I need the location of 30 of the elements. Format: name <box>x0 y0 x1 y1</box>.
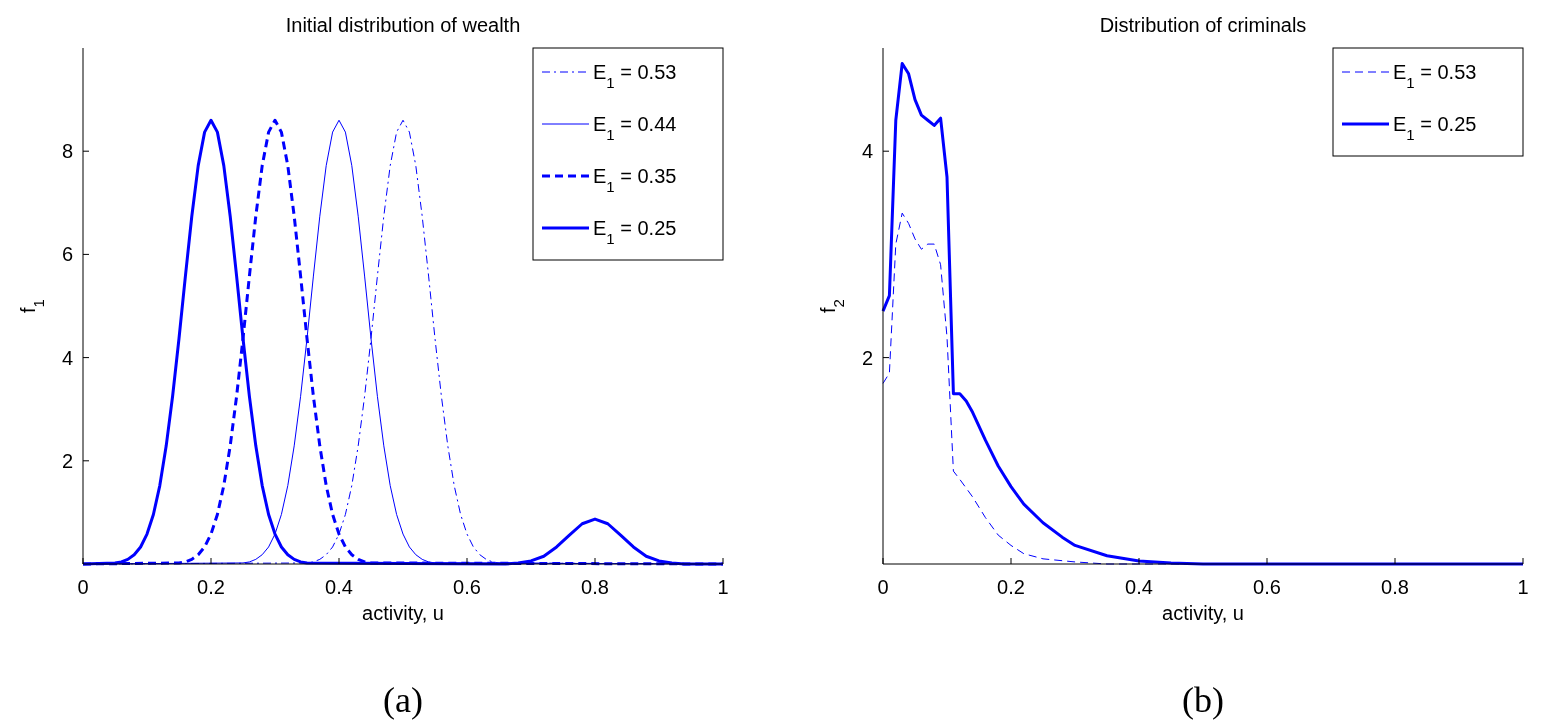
x-tick-label: 0.6 <box>453 576 481 598</box>
x-tick-label: 0.6 <box>1253 576 1281 598</box>
y-tick-label: 2 <box>861 346 873 369</box>
x-tick-label: 0.2 <box>997 576 1025 598</box>
x-tick-label: 1 <box>717 576 729 598</box>
x-axis-title: activity, u <box>362 602 444 624</box>
x-axis-title: activity, u <box>1162 602 1244 624</box>
y-tick-label: 4 <box>61 346 73 369</box>
y-tick-label: 6 <box>61 243 73 266</box>
x-tick-label: 1 <box>1517 576 1529 598</box>
chart-title: Distribution of criminals <box>1099 14 1307 36</box>
x-tick-label: 0.4 <box>1125 576 1153 598</box>
text: (b) <box>1182 680 1224 720</box>
legend-label: E$_{1}$ = 0.53 <box>1393 61 1477 91</box>
legend-label: E$_{1}$ = 0.25 <box>1393 113 1477 143</box>
x-tick-label: 0 <box>77 576 89 598</box>
text: (a) <box>383 680 423 720</box>
x-tick-label: 0.8 <box>1381 576 1409 598</box>
x-tick-label: 0 <box>877 576 889 598</box>
legend-label: E$_{1}$ = 0.25 <box>593 217 677 247</box>
x-tick-label: 0.4 <box>325 576 353 598</box>
chart-title: Initial distribution of wealth <box>285 14 521 36</box>
y-tick-label: 8 <box>61 140 73 163</box>
y-tick-label: 2 <box>61 449 73 472</box>
x-tick-label: 0.2 <box>197 576 225 598</box>
y-tick-label: 4 <box>861 140 873 163</box>
legend-label: E$_{1}$ = 0.53 <box>593 61 677 91</box>
legend-label: E$_{1}$ = 0.35 <box>593 165 677 195</box>
x-tick-label: 0.8 <box>581 576 609 598</box>
legend-label: E$_{1}$ = 0.44 <box>593 113 677 143</box>
